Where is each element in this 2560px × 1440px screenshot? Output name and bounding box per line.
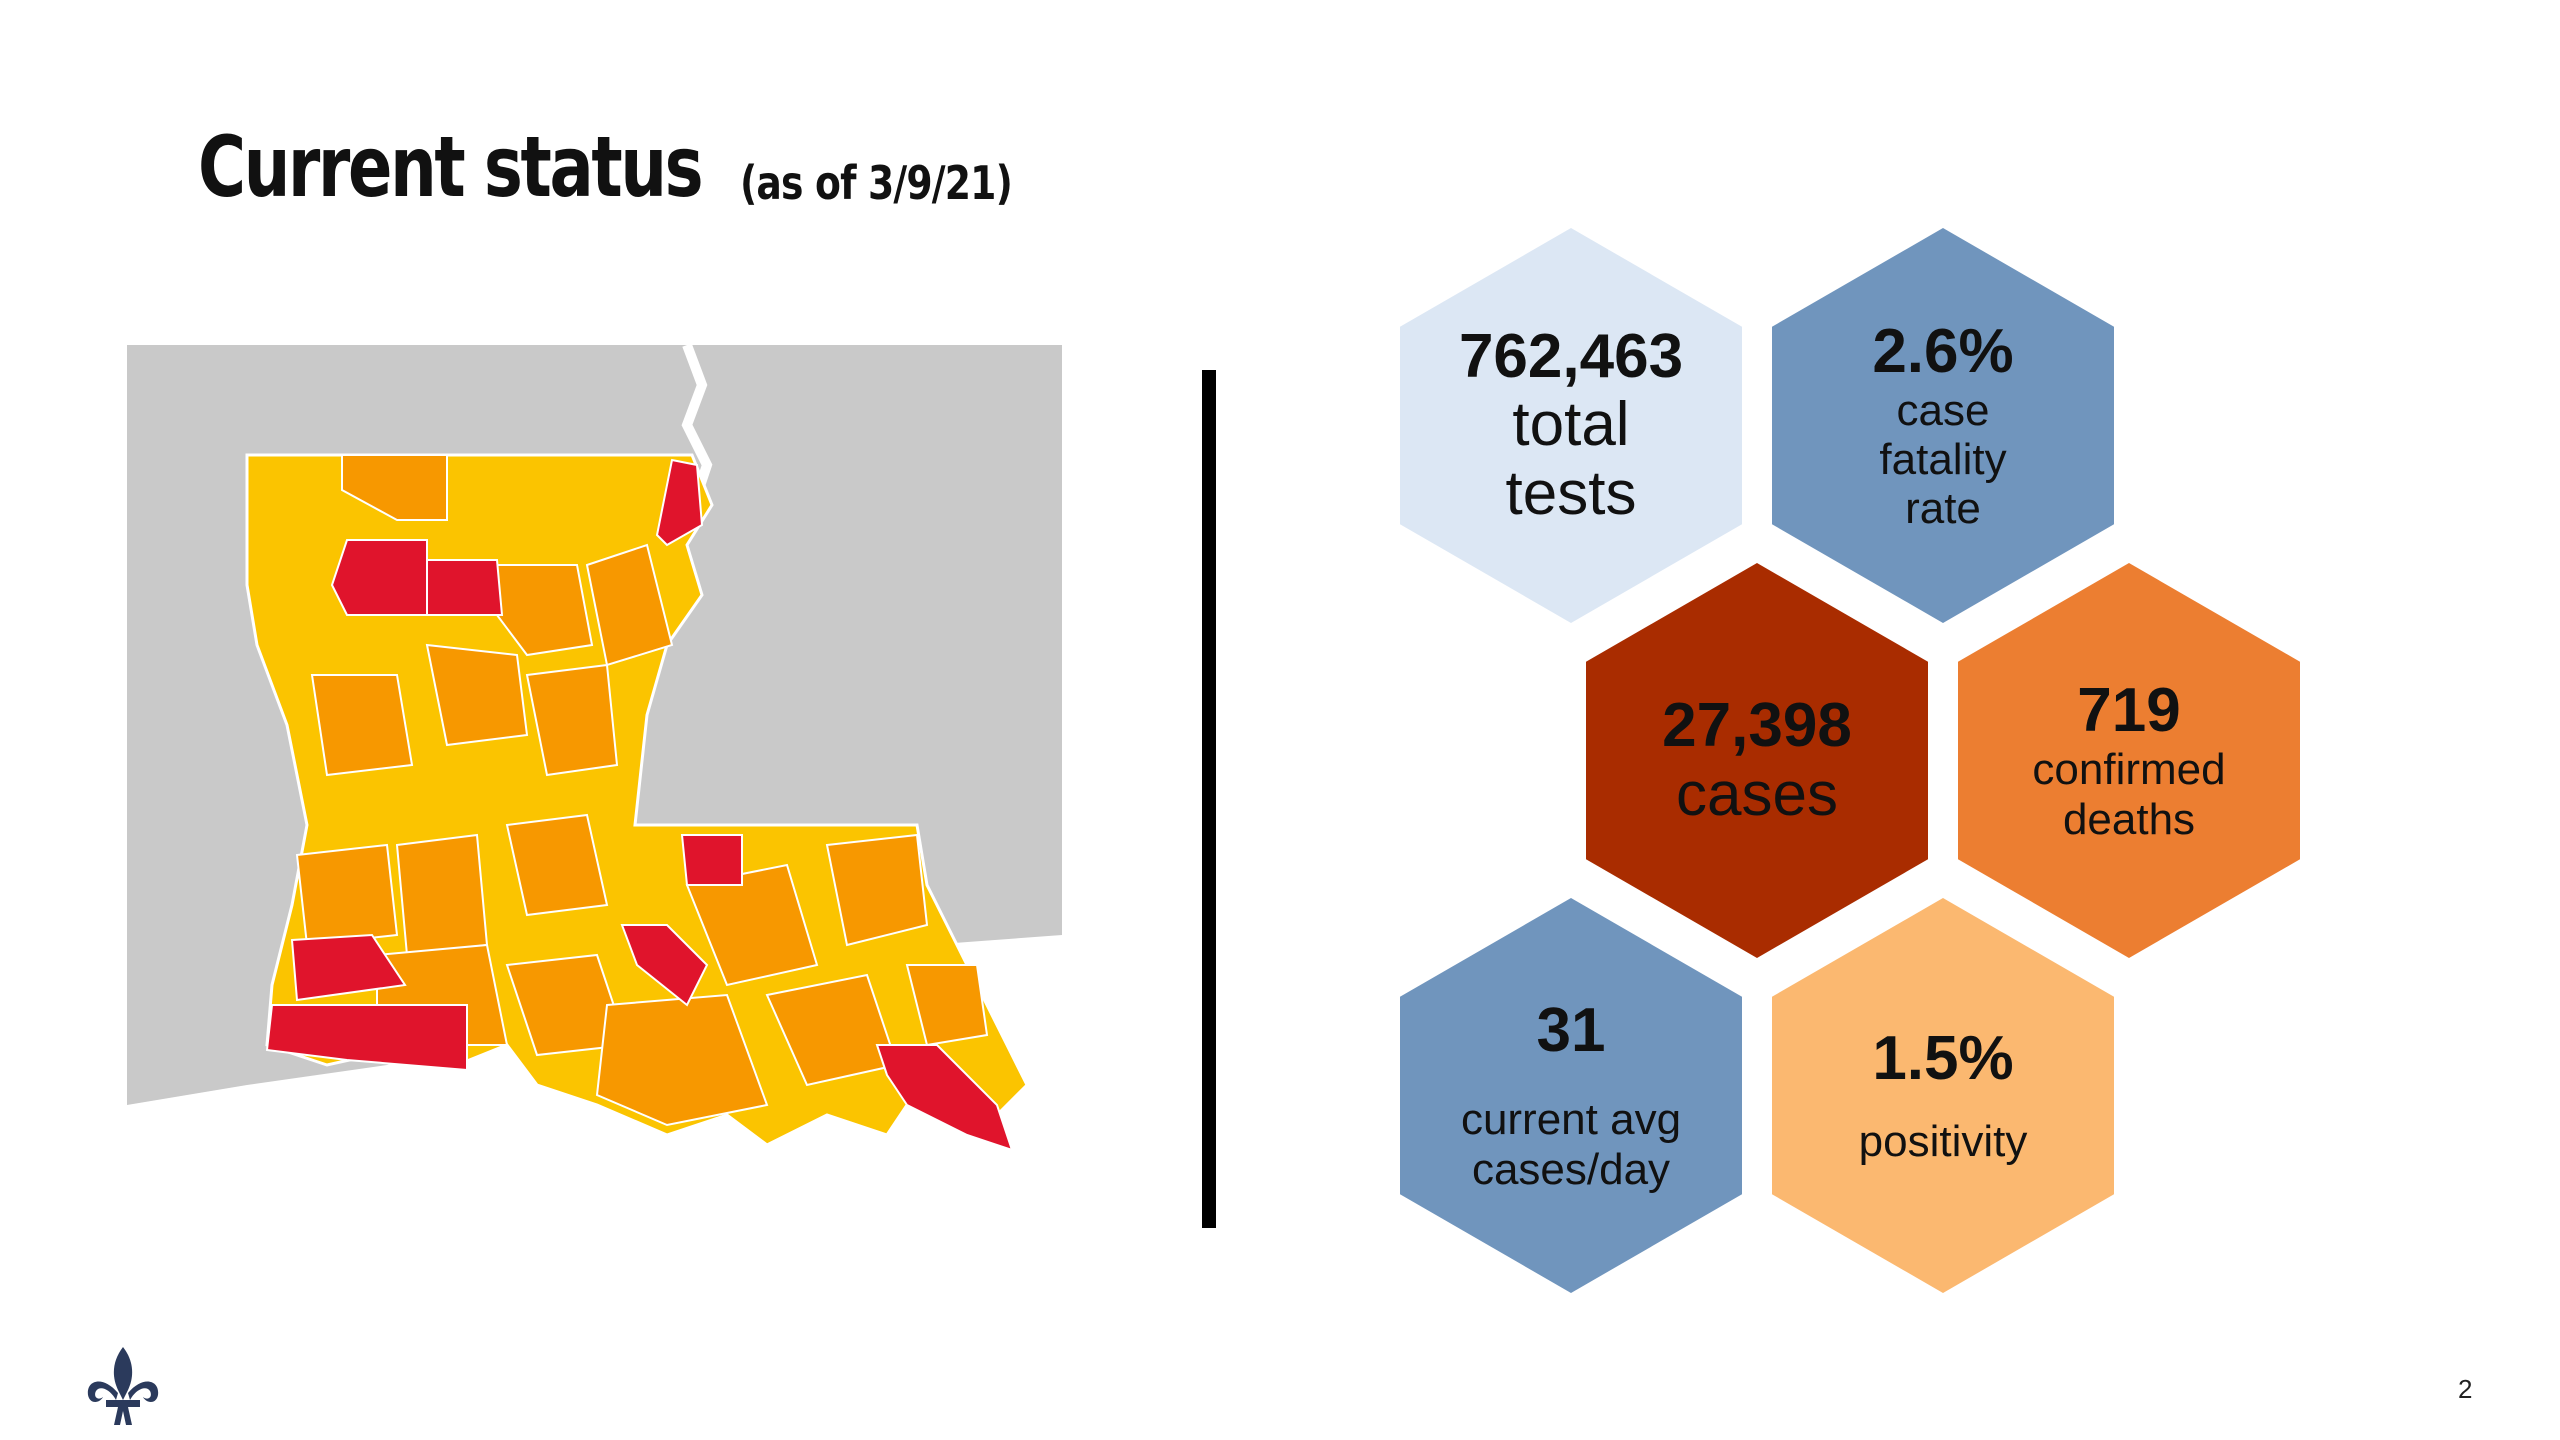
stat-confirmed-deaths: 719 confirmed deaths	[1958, 563, 2300, 958]
vertical-divider	[1202, 370, 1216, 1228]
parish	[295, 843, 399, 947]
parish	[905, 964, 989, 1047]
parish	[825, 833, 929, 947]
river	[681, 343, 713, 497]
page-number: 2	[2458, 1374, 2473, 1404]
parish-red	[620, 924, 709, 1007]
deaths-label-2: deaths	[2062, 794, 2196, 844]
cfr-label-1: case	[1896, 385, 1990, 435]
positivity-label: positivity	[1858, 1116, 2028, 1166]
cfr-value: 2.6%	[1872, 316, 2014, 386]
avg-value: 31	[1536, 996, 1606, 1066]
parish-red	[680, 834, 743, 886]
fleur-de-lis-icon	[87, 1347, 159, 1425]
parish-red	[875, 1044, 1014, 1152]
stat-case-fatality-rate: 2.6% case fatality rate	[1772, 228, 2114, 623]
parish	[585, 543, 674, 667]
total-tests-label-2: tests	[1505, 458, 1637, 528]
deaths-value: 719	[2077, 676, 2181, 746]
parish-red	[426, 559, 504, 616]
avg-label-2: cases/day	[1471, 1144, 1671, 1194]
deaths-label-1: confirmed	[2032, 745, 2226, 795]
positivity-value: 1.5%	[1872, 1023, 2014, 1093]
stat-positivity: 1.5% positivity	[1772, 898, 2114, 1293]
title-date: (as of 3/9/21)	[740, 156, 1013, 210]
title-main: Current status	[198, 118, 704, 216]
parish	[425, 643, 529, 747]
stat-cases: 27,398 cases	[1586, 563, 1928, 958]
stat-current-avg: 31 current avg cases/day	[1400, 898, 1742, 1293]
parish	[525, 663, 619, 777]
total-tests-value: 762,463	[1458, 322, 1684, 392]
parish-red	[290, 933, 407, 1002]
parish-red	[330, 539, 428, 616]
cases-value: 27,398	[1662, 691, 1852, 761]
avg-label-1: current avg	[1460, 1095, 1682, 1145]
parish-red	[265, 1004, 468, 1072]
cases-label: cases	[1676, 759, 1838, 829]
parish	[310, 674, 414, 777]
cfr-label-3: rate	[1905, 484, 1981, 534]
parish	[685, 863, 819, 987]
parish	[595, 993, 769, 1127]
parish	[505, 813, 609, 917]
cfr-label-2: fatality	[1879, 434, 2007, 484]
slide-title: Current status (as of 3/9/21)	[198, 118, 1013, 216]
total-tests-label-1: total	[1512, 390, 1630, 460]
map-svg	[127, 343, 1062, 1230]
parish	[395, 833, 489, 957]
parish	[341, 454, 448, 521]
stat-total-tests: 762,463 total tests	[1400, 228, 1742, 623]
louisiana-parish-map	[127, 343, 1062, 1230]
parish-red	[655, 458, 704, 547]
